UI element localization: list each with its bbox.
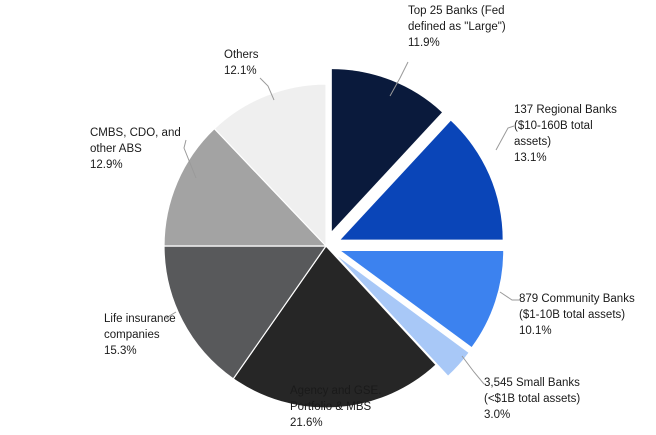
pie-slice	[331, 69, 442, 232]
slice-name-line: Portfolio & MBS	[290, 401, 371, 413]
slice-name-line: Life insurance	[104, 313, 176, 325]
slice-name-line: (<$1B total assets)	[484, 393, 580, 405]
leader-line	[461, 355, 485, 385]
slice-name-line: CMBS, CDO, and	[90, 127, 181, 139]
slice-name-line: other ABS	[90, 143, 142, 155]
slice-name-line: Top 25 Banks (Fed	[408, 5, 505, 17]
slice-label: Top 25 Banks (Fed defined as "Large") 11.9…	[408, 5, 506, 49]
leader-line	[389, 61, 409, 97]
slice-value-label: 12.9%	[90, 159, 123, 171]
slice-value-label: 10.1%	[519, 325, 552, 337]
slice-value-label: 15.3%	[104, 345, 137, 357]
pie-slice	[163, 245, 328, 380]
pie-slice	[163, 127, 328, 247]
slice-name-line: 137 Regional Banks	[514, 104, 617, 116]
pie-slice	[232, 245, 438, 409]
slice-value-label: 11.9%	[408, 37, 440, 49]
slice-label: 137 Regional Banks ($10-160B total assets)…	[514, 104, 617, 164]
slice-label: 879 Community Banks ($1-10B total assets)…	[519, 293, 635, 337]
slice-label: Agency and GSE. Portfolio & MBS 21.6%	[290, 385, 381, 429]
slice-label: 3,545 Small Banks (<$1B total assets) 3.0%	[484, 377, 580, 421]
leader-line	[164, 311, 177, 321]
slice-name-line: 3,545 Small Banks	[484, 377, 580, 389]
leader-line	[259, 77, 275, 101]
slice-name-line: Others	[224, 49, 259, 61]
slice-label: CMBS, CDO, and other ABS 12.9%	[90, 127, 181, 171]
leader-line	[183, 139, 197, 179]
slice-label: Life insurance companies 15.3%	[104, 313, 176, 357]
slice-name-line: Agency and GSE.	[290, 385, 381, 397]
pie-slice	[213, 83, 327, 248]
slice-name-line: companies	[104, 329, 160, 341]
leader-line	[495, 125, 515, 151]
slice-value-label: 21.6%	[290, 417, 323, 429]
slice-name-line: defined as "Large")	[408, 21, 506, 33]
slice-name-line: ($10-160B total	[514, 120, 593, 132]
pie-slice	[340, 120, 503, 240]
pie-slice	[337, 256, 469, 376]
slice-value-label: 13.1%	[514, 152, 547, 164]
slice-name-line: 879 Community Banks	[519, 293, 635, 305]
slice-name-line: assets)	[514, 136, 551, 148]
slice-value-label: 3.0%	[484, 409, 510, 421]
slice-name-line: ($1-10B total assets)	[519, 309, 625, 321]
pie-slice	[341, 250, 504, 348]
slice-value-label: 12.1%	[224, 65, 257, 77]
slice-label: Others 12.1%	[224, 49, 259, 77]
leader-line	[499, 291, 519, 301]
